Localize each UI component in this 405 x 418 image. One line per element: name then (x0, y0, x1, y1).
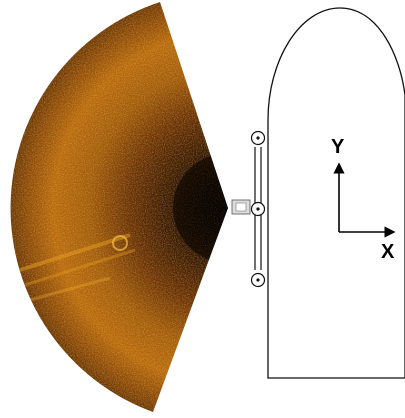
axis-x-label: X (381, 241, 395, 263)
coordinate-axes: Y X (331, 136, 396, 263)
axis-y-label: Y (331, 136, 345, 158)
hull-outline (267, 7, 405, 379)
sonar-head-icon (231, 199, 251, 215)
